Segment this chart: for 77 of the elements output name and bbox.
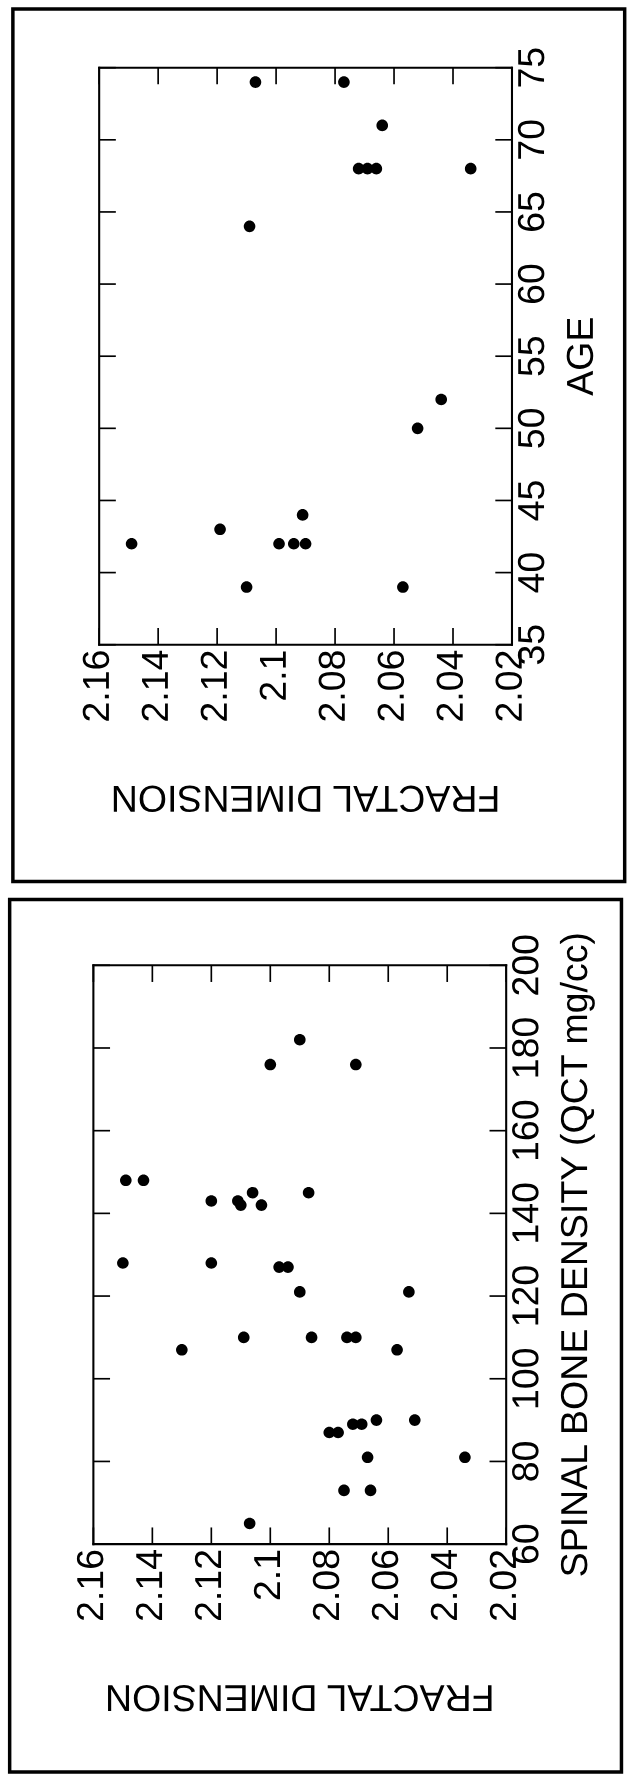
y-tick-label: 180 <box>512 1018 539 1077</box>
y-tick-label: 200 <box>512 935 539 995</box>
point <box>459 1451 471 1464</box>
x-tick-label: 2.04 <box>430 1550 458 1621</box>
y-tick-label: 45 <box>518 481 545 521</box>
point <box>243 1517 256 1530</box>
point <box>293 1033 306 1046</box>
point <box>411 422 424 435</box>
y-tick-label: 160 <box>512 1100 539 1160</box>
point <box>246 1186 259 1199</box>
x-tick-label: 2.08 <box>312 1550 340 1621</box>
point <box>408 1414 421 1426</box>
x-tick-label: 2.08 <box>318 651 346 721</box>
point <box>255 1199 268 1211</box>
point <box>205 1257 218 1269</box>
point <box>176 1344 188 1356</box>
x-tick-label: 2.16 <box>76 1550 104 1621</box>
x-tick-label: 2.12 <box>200 651 227 721</box>
point <box>240 581 253 593</box>
point <box>237 1331 250 1344</box>
x-tick-label: 2.06 <box>377 651 405 721</box>
x-tick-label: 2.14 <box>135 1550 163 1621</box>
point <box>302 1186 315 1199</box>
x-tick-label: 2.16 <box>82 651 110 721</box>
point <box>361 1451 374 1464</box>
y-tick-label: 80 <box>512 1442 539 1481</box>
point <box>296 509 309 521</box>
y-tick-label: 40 <box>517 553 545 593</box>
x-tick-label: 2.06 <box>371 1550 399 1621</box>
point <box>332 1426 344 1439</box>
point <box>397 581 409 593</box>
point <box>264 1058 277 1071</box>
point <box>350 1058 362 1071</box>
x-tick-label: 2.1 <box>253 1550 280 1600</box>
y-tick-label: 65 <box>517 192 545 231</box>
point <box>350 1331 362 1344</box>
x-axis-title: FRACTAL DIMENSION <box>108 1684 492 1712</box>
y-tick-label: 60 <box>517 264 545 304</box>
x-tick-label: 2.04 <box>436 650 464 721</box>
point <box>299 537 312 550</box>
point <box>214 523 226 536</box>
point <box>403 1286 415 1298</box>
point <box>137 1174 150 1187</box>
point <box>338 76 350 88</box>
point <box>117 1257 129 1269</box>
y-tick-label: 100 <box>512 1348 539 1408</box>
point <box>338 1484 350 1497</box>
x-tick-label: 2.12 <box>194 1550 222 1621</box>
point <box>364 1484 377 1497</box>
point <box>376 119 389 132</box>
point <box>249 76 262 88</box>
point <box>120 1174 132 1187</box>
point <box>391 1344 403 1356</box>
y-tick-label: 140 <box>512 1183 539 1242</box>
y-axis-title: SPINAL BONE DENSITY (QCT mg/cc) <box>559 934 595 1576</box>
y-tick-label: 120 <box>512 1266 539 1325</box>
y-tick-label: 75 <box>518 48 545 87</box>
point <box>205 1195 218 1207</box>
x-tick-label: 2.1 <box>259 651 286 700</box>
y-tick-label: 55 <box>518 336 545 376</box>
point <box>287 537 300 550</box>
y-axis-title: AGE <box>566 318 594 396</box>
point <box>464 162 477 175</box>
point <box>370 162 383 175</box>
point <box>243 220 256 233</box>
x-axis-title: FRACTAL DIMENSION <box>113 785 498 813</box>
point <box>235 1199 247 1211</box>
point <box>293 1286 306 1298</box>
point <box>370 1414 383 1426</box>
point <box>305 1331 318 1344</box>
point <box>125 537 138 550</box>
y-tick-label: 50 <box>517 408 545 448</box>
point <box>435 393 448 406</box>
x-tick-label: 2.14 <box>141 650 168 721</box>
point <box>273 537 285 550</box>
point <box>282 1261 294 1273</box>
y-tick-label: 70 <box>517 120 545 159</box>
